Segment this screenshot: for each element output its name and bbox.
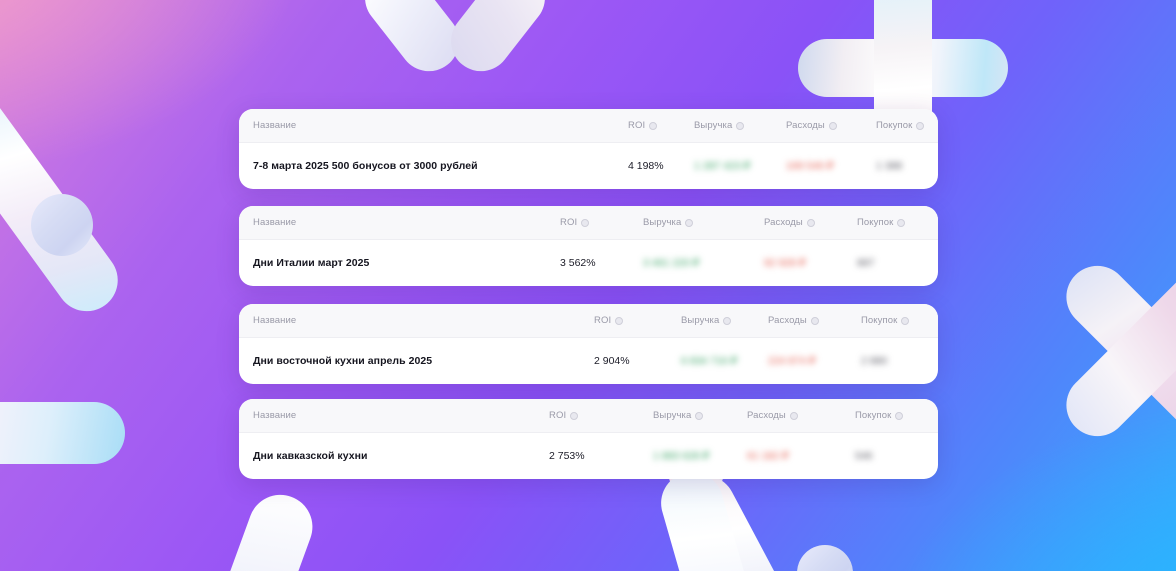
cell-campaign-name: Дни Италии март 2025: [253, 257, 370, 269]
info-icon[interactable]: [570, 412, 579, 420]
column-header-purchases[interactable]: Покупок: [855, 410, 904, 421]
cell-expenses: 92 928 ₽: [764, 257, 806, 269]
cell-roi: 2 904%: [594, 355, 630, 367]
table-header-row: Название ROI Выручка Расходы Покупок: [239, 109, 938, 143]
column-header-revenue[interactable]: Выручка: [643, 217, 694, 228]
column-header-revenue[interactable]: Выручка: [681, 315, 732, 326]
cell-roi: 2 753%: [549, 450, 585, 462]
column-header-label: Выручка: [643, 217, 682, 228]
column-header-label: Покупок: [855, 410, 892, 421]
info-icon[interactable]: [581, 219, 590, 227]
column-header-purchases[interactable]: Покупок: [861, 315, 910, 326]
info-icon[interactable]: [916, 122, 925, 130]
info-icon[interactable]: [828, 122, 837, 130]
cell-roi: 3 562%: [560, 257, 596, 269]
column-header-purchases[interactable]: Покупок: [876, 120, 925, 131]
campaign-card: Название ROI Выручка Расходы Покупок Дни Итал…: [239, 206, 938, 286]
cell-revenue: 1 883 628 ₽: [653, 450, 710, 462]
cell-purchases: 1 388: [876, 160, 903, 172]
cell-purchases: 887: [857, 257, 875, 269]
cell-campaign-name: Дни восточной кухни апрель 2025: [253, 355, 433, 367]
column-header-roi[interactable]: ROI: [594, 315, 624, 326]
column-header-revenue[interactable]: Выручка: [653, 410, 704, 421]
column-header-purchases[interactable]: Покупок: [857, 217, 906, 228]
cell-roi: 4 198%: [628, 160, 664, 172]
info-icon[interactable]: [806, 219, 815, 227]
cell-revenue: 3 461 220 ₽: [643, 257, 700, 269]
column-header-label: Выручка: [653, 410, 692, 421]
cell-revenue: 1 287 423 ₽: [694, 160, 751, 172]
column-header-label: ROI: [594, 315, 612, 326]
cell-expenses: 61 182 ₽: [747, 450, 789, 462]
info-icon[interactable]: [810, 317, 819, 325]
column-header-label: ROI: [560, 217, 578, 228]
cell-expenses: 224 874 ₽: [768, 355, 816, 367]
column-header-label: ROI: [628, 120, 646, 131]
cell-revenue: 6 834 716 ₽: [681, 355, 738, 367]
column-header-label: Расходы: [747, 410, 786, 421]
campaign-card: Название ROI Выручка Расходы Покупок Дни кавк…: [239, 399, 938, 479]
info-icon[interactable]: [736, 122, 745, 130]
info-icon[interactable]: [897, 219, 906, 227]
column-header-name[interactable]: Название: [253, 217, 297, 228]
column-header-label: Расходы: [768, 315, 807, 326]
column-header-label: Расходы: [786, 120, 825, 131]
column-header-expenses[interactable]: Расходы: [764, 217, 815, 228]
info-icon[interactable]: [901, 317, 910, 325]
column-header-expenses[interactable]: Расходы: [768, 315, 819, 326]
column-header-roi[interactable]: ROI: [549, 410, 579, 421]
table-header-row: Название ROI Выручка Расходы Покупок: [239, 304, 938, 338]
info-icon[interactable]: [895, 412, 904, 420]
column-header-label: Покупок: [876, 120, 913, 131]
column-header-expenses[interactable]: Расходы: [786, 120, 837, 131]
info-icon[interactable]: [695, 412, 704, 420]
column-header-expenses[interactable]: Расходы: [747, 410, 798, 421]
column-header-label: Выручка: [681, 315, 720, 326]
table-row[interactable]: Дни восточной кухни апрель 2025 2 904% 6 8…: [239, 338, 938, 384]
cell-purchases: 546: [855, 450, 873, 462]
column-header-label: Выручка: [694, 120, 733, 131]
cell-expenses: 169 546 ₽: [786, 160, 834, 172]
column-header-name[interactable]: Название: [253, 120, 297, 131]
info-icon[interactable]: [723, 317, 732, 325]
circle-icon: [31, 194, 93, 256]
column-header-label: Расходы: [764, 217, 803, 228]
campaign-card: Название ROI Выручка Расходы Покупок Дни вост…: [239, 304, 938, 384]
campaign-card: Название ROI Выручка Расходы Покупок 7-8 март…: [239, 109, 938, 189]
column-header-name[interactable]: Название: [253, 410, 297, 421]
info-icon[interactable]: [615, 317, 624, 325]
column-header-label: Покупок: [861, 315, 898, 326]
column-header-revenue[interactable]: Выручка: [694, 120, 745, 131]
table-row[interactable]: Дни Италии март 2025 3 562% 3 461 220 ₽ 92 …: [239, 240, 938, 286]
column-header-name[interactable]: Название: [253, 315, 297, 326]
column-header-label: Покупок: [857, 217, 894, 228]
table-row[interactable]: 7-8 марта 2025 500 бонусов от 3000 рубле…: [239, 143, 938, 189]
cell-campaign-name: Дни кавказской кухни: [253, 450, 368, 462]
table-header-row: Название ROI Выручка Расходы Покупок: [239, 399, 938, 433]
cell-campaign-name: 7-8 марта 2025 500 бонусов от 3000 рубле…: [253, 160, 478, 172]
pill-icon: [0, 402, 125, 464]
column-header-label: ROI: [549, 410, 567, 421]
table-header-row: Название ROI Выручка Расходы Покупок: [239, 206, 938, 240]
column-header-roi[interactable]: ROI: [560, 217, 590, 228]
table-row[interactable]: Дни кавказской кухни 2 753% 1 883 628 ₽ 61 …: [239, 433, 938, 479]
info-icon[interactable]: [649, 122, 658, 130]
cell-purchases: 2 880: [861, 355, 888, 367]
column-header-roi[interactable]: ROI: [628, 120, 658, 131]
info-icon[interactable]: [789, 412, 798, 420]
info-icon[interactable]: [685, 219, 694, 227]
